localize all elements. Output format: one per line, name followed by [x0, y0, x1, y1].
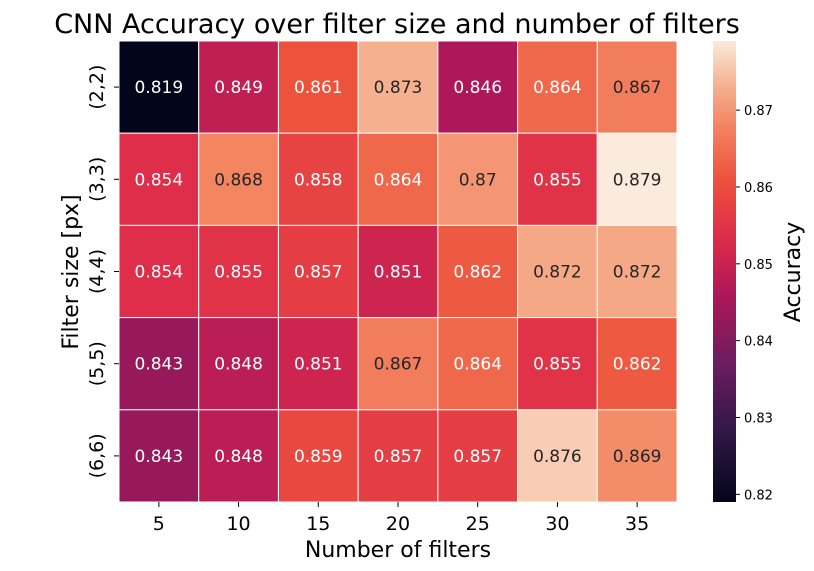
cell-value-label: 0.859: [294, 447, 343, 467]
cell-value-label: 0.857: [294, 263, 343, 283]
heatmap-cells: [118, 40, 678, 503]
cell-value-label: 0.864: [533, 78, 582, 98]
cell-value-label: 0.855: [533, 170, 582, 190]
heatmap-cell: [277, 40, 359, 134]
y-axis-label: Filter size [px]: [59, 194, 84, 349]
y-tick-label: (6,6): [86, 433, 108, 478]
cell-value-label: 0.851: [374, 263, 423, 283]
colorbar-tick-label: 0.82: [744, 488, 773, 503]
cell-value-label: 0.851: [294, 355, 343, 375]
heatmap-cell: [437, 40, 519, 134]
x-axis-label: Number of filters: [305, 538, 491, 563]
x-tick-label: 25: [466, 513, 490, 535]
heatmap-cell: [277, 224, 359, 319]
chart-title: CNN Accuracy over filter size and number…: [54, 9, 740, 40]
cell-value-label: 0.864: [374, 170, 423, 190]
y-tick-label: (5,5): [86, 341, 108, 386]
cell-value-label: 0.849: [214, 78, 263, 98]
x-tick-label: 10: [226, 513, 250, 535]
cell-value-label: 0.869: [613, 447, 662, 467]
colorbar: 0.82 0.83 0.84 0.85 0.86 0.87: [713, 41, 773, 503]
heatmap-value-labels: 0.819 0.849 0.861 0.873 0.846 0.864 0.867 0.854…: [135, 78, 662, 467]
cell-value-label: 0.872: [533, 263, 582, 283]
x-tick-label: 30: [545, 513, 569, 535]
x-tick-label: 15: [306, 513, 330, 535]
heatmap-cell: [198, 317, 279, 411]
cell-value-label: 0.867: [613, 78, 662, 98]
heatmap-cell: [596, 224, 678, 319]
colorbar-tick-label: 0.84: [744, 335, 773, 350]
heatmap-cell: [277, 409, 359, 503]
heatmap-cell: [118, 317, 200, 411]
heatmap-cell: [596, 132, 678, 226]
heatmap-cell: [517, 224, 598, 319]
cell-value-label: 0.872: [613, 263, 662, 283]
heatmap-cell: [437, 224, 519, 319]
heatmap-cell: [277, 132, 359, 226]
colorbar-gradient: [713, 41, 736, 502]
cell-value-label: 0.843: [135, 355, 184, 375]
cell-value-label: 0.879: [613, 170, 662, 190]
cell-value-label: 0.855: [214, 263, 263, 283]
heatmap-cell: [596, 317, 678, 411]
heatmap-cell: [437, 132, 519, 226]
heatmap-cell: [357, 224, 439, 319]
colorbar-tick-label: 0.85: [744, 258, 773, 273]
cell-value-label: 0.873: [374, 78, 423, 98]
cell-value-label: 0.862: [453, 263, 502, 283]
heatmap-cell: [517, 132, 598, 226]
cell-value-label: 0.867: [374, 355, 423, 375]
heatmap-cell: [517, 317, 598, 411]
y-tick-label: (4,4): [86, 249, 108, 294]
cell-value-label: 0.854: [135, 263, 184, 283]
cell-value-label: 0.861: [294, 78, 343, 98]
x-tick-label: 5: [153, 513, 165, 535]
x-tick-label: 35: [625, 513, 649, 535]
cell-value-label: 0.858: [294, 170, 343, 190]
heatmap-cell: [198, 40, 279, 134]
cell-value-label: 0.87: [459, 170, 497, 190]
cell-value-label: 0.848: [214, 447, 263, 467]
cell-value-label: 0.862: [613, 355, 662, 375]
x-tick-label: 20: [386, 513, 410, 535]
heatmap-cell: [118, 409, 200, 503]
heatmap-cell: [118, 40, 200, 134]
heatmap-cell: [198, 224, 279, 319]
x-axis-ticks: 5 10 15 20 25 30 35: [153, 502, 649, 535]
heatmap-cell: [357, 40, 439, 134]
colorbar-tick-label: 0.86: [744, 181, 773, 196]
heatmap-cell: [357, 317, 439, 411]
cell-value-label: 0.864: [453, 355, 502, 375]
y-axis-ticks: (2,2) (3,3) (4,4) (5,5) (6,6): [86, 65, 119, 478]
cell-value-label: 0.857: [374, 447, 423, 467]
cell-value-label: 0.868: [214, 170, 263, 190]
cell-value-label: 0.843: [135, 447, 184, 467]
cell-value-label: 0.819: [135, 78, 184, 98]
y-tick-label: (3,3): [86, 157, 108, 202]
colorbar-label: Accuracy: [781, 222, 806, 322]
cell-value-label: 0.855: [533, 355, 582, 375]
cell-value-label: 0.857: [453, 447, 502, 467]
cell-value-label: 0.854: [135, 170, 184, 190]
y-tick-label: (2,2): [86, 65, 108, 110]
heatmap-cell: [596, 409, 678, 503]
cell-value-label: 0.846: [453, 78, 502, 98]
cell-value-label: 0.848: [214, 355, 263, 375]
colorbar-tick-label: 0.83: [744, 411, 773, 426]
colorbar-tick-label: 0.87: [744, 104, 773, 119]
cell-value-label: 0.876: [533, 447, 582, 467]
heatmap-cell: [517, 40, 598, 134]
